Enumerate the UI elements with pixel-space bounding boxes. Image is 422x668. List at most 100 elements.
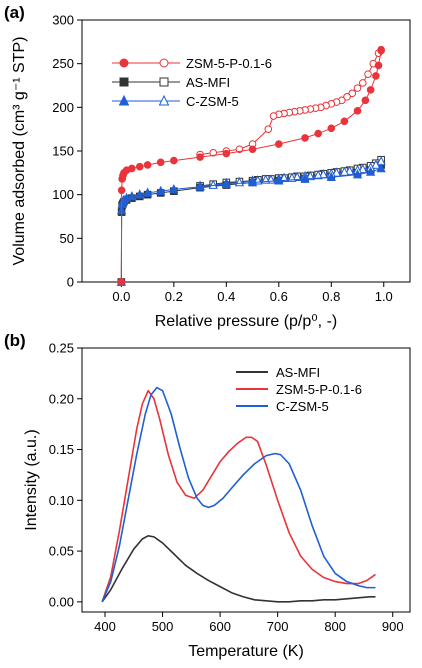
adsorption-point (326, 171, 336, 181)
desorption-point (269, 112, 278, 120)
adsorption-point (377, 46, 385, 55)
adsorption-point (340, 117, 349, 126)
desorption-point (358, 163, 368, 174)
panel-b: 400 500 600 700 800 900 0.00 0.05 0.10 0.15 0.20 0.… (4, 331, 411, 660)
adsorption-point (156, 158, 165, 167)
y-tick-label: 0 (67, 275, 74, 290)
desorption-point (348, 89, 357, 98)
panel-label: (a) (4, 3, 25, 22)
y-tick-label: 0.15 (49, 442, 74, 457)
x-tick-label: 1.0 (375, 289, 393, 304)
y-tick-label: 0.05 (49, 544, 74, 559)
adsorption-point (374, 61, 383, 70)
adsorption-point (300, 173, 310, 183)
legend-marker-filled (119, 77, 129, 87)
desorption-point (208, 179, 218, 189)
adsorption-point (142, 187, 153, 197)
series-line-c-zsm-5 (101, 386, 376, 603)
y-tick-label: 100 (52, 187, 74, 202)
legend-label: C-ZSM-5 (186, 94, 239, 109)
x-tick-label: 900 (382, 619, 404, 634)
legend: AS-MFI ZSM-5-P-0.1-6 C-ZSM-5 (236, 365, 362, 414)
desorption-point (264, 125, 273, 133)
y-tick-label: 0.20 (49, 391, 74, 406)
y-tick-label: 150 (52, 144, 74, 159)
desorption-point (364, 70, 372, 78)
series-zsm-5-p-0-1-6 (117, 45, 385, 286)
legend-label: C-ZSM-5 (276, 399, 329, 414)
x-axis-label: Relative pressure (p/p⁰, -) (155, 313, 337, 330)
legend-label: AS-MFI (276, 365, 320, 380)
adsorption-point (117, 278, 126, 286)
x-tick-label: 0.2 (165, 289, 183, 304)
desorption-point (345, 165, 355, 175)
legend-label: AS-MFI (186, 75, 230, 90)
adsorption-point (196, 153, 204, 161)
series-line-zsm-5-p-0-1-6 (101, 389, 376, 603)
y-tick-label: 0.25 (49, 341, 74, 356)
legend-marker-open (159, 58, 169, 68)
desorption-point (371, 159, 381, 169)
series-c-zsm-5 (116, 156, 386, 286)
y-tick-label: 50 (60, 231, 74, 246)
adsorption-point (274, 175, 284, 185)
panel-a: 0.0 0.2 0.4 0.6 0.8 1.0 0 50 100 150 200 250 300 Rela… (4, 3, 411, 330)
adsorption-point (314, 129, 322, 138)
y-tick-label: 200 (52, 100, 74, 115)
desorption-point (343, 93, 351, 101)
adsorption-point (135, 189, 145, 199)
desorption-point (339, 166, 350, 176)
x-tick-label: 800 (324, 619, 346, 634)
desorption-point (358, 79, 367, 87)
x-tick-label: 0.6 (270, 289, 288, 304)
adsorption-point (361, 96, 370, 105)
adsorption-point (247, 177, 258, 187)
legend-marker-open (159, 77, 169, 87)
adsorption-point (143, 161, 152, 169)
adsorption-point (117, 186, 126, 195)
desorption-point (292, 171, 302, 181)
x-tick-label: 700 (267, 619, 289, 634)
y-tick-label: 250 (52, 56, 74, 71)
adsorption-point (366, 166, 376, 176)
adsorption-point (372, 72, 380, 80)
x-tick-label: 500 (152, 619, 174, 634)
desorption-point (279, 172, 289, 182)
y-tick-label: 300 (52, 13, 74, 28)
x-tick-label: 0.4 (217, 289, 235, 304)
legend: ZSM-5-P-0.1-6 AS-MFI C-ZSM-5 (112, 56, 272, 109)
legend-marker-filled (118, 94, 130, 106)
y-axis-label: Intensity (a.u.) (23, 429, 40, 530)
adsorption-point (327, 124, 336, 133)
plot-frame (81, 347, 411, 613)
adsorption-point (376, 163, 386, 173)
y-tick-label: 0.00 (49, 594, 74, 609)
adsorption-point (170, 156, 178, 165)
adsorption-point (135, 162, 144, 171)
adsorption-point (248, 145, 257, 154)
adsorption-point (127, 190, 137, 201)
legend-marker-open (158, 94, 170, 106)
adsorption-point (352, 169, 363, 179)
x-tick-label: 600 (209, 619, 231, 634)
x-axis-label: Temperature (K) (188, 643, 304, 660)
adsorption-point (275, 140, 283, 148)
panel-label: (b) (4, 331, 26, 350)
desorption-point (313, 170, 323, 180)
adsorption-point (195, 181, 205, 191)
y-tick-label: 0.10 (49, 493, 74, 508)
adsorption-point (353, 107, 362, 115)
desorption-point (331, 167, 342, 177)
x-tick-label: 400 (94, 619, 116, 634)
x-tick-label: 0.8 (322, 289, 340, 304)
adsorption-point (128, 164, 136, 173)
legend-label: ZSM-5-P-0.1-6 (186, 56, 272, 71)
x-tick-label: 0.0 (112, 289, 130, 304)
legend-label: ZSM-5-P-0.1-6 (276, 382, 362, 397)
y-axis-label: Volume adsorbed (cm³ g⁻¹ STP) (11, 37, 28, 266)
adsorption-point (301, 134, 309, 142)
legend-marker-filled (119, 58, 129, 68)
desorption-point (209, 148, 217, 157)
desorption-point (353, 84, 362, 92)
